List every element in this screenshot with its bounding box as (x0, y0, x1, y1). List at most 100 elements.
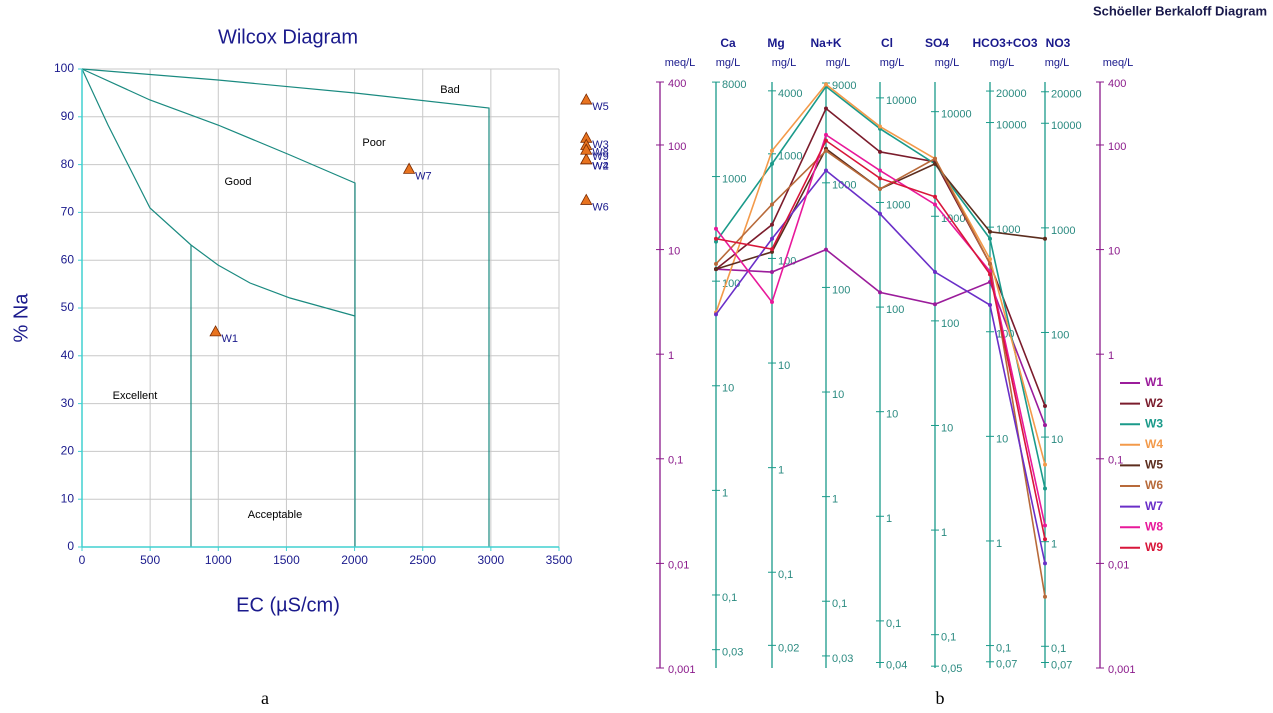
marker (824, 138, 828, 143)
y-tick-label: 10 (778, 360, 790, 372)
marker (988, 257, 992, 262)
chart-title: Wilcox Diagram (218, 26, 358, 48)
marker (933, 202, 937, 207)
y-tick-label: 1000 (722, 173, 746, 185)
y-tick-label: 0,1 (668, 455, 683, 467)
y-tick-label: 10000 (1051, 120, 1082, 132)
y-tick-label: 80 (61, 157, 75, 171)
marker (824, 132, 828, 137)
marker (714, 267, 718, 272)
point-label: W8 (592, 146, 609, 158)
caption: a (261, 688, 269, 708)
y-tick-label: 0,1 (886, 618, 901, 630)
x-tick-label: 3000 (478, 553, 505, 567)
legend-label: W2 (1145, 396, 1163, 410)
category-label: Na+K (810, 36, 841, 50)
y-tick-label: 0,1 (941, 632, 956, 644)
point (209, 325, 222, 337)
category-label: HCO3+CO3 (972, 36, 1037, 50)
x-tick-label: 500 (140, 553, 160, 567)
y-tick-label: 1 (996, 538, 1002, 550)
y-tick-label: 10 (1051, 434, 1063, 446)
marker (770, 202, 774, 207)
marker (770, 222, 774, 227)
marker (714, 226, 718, 231)
point-label: W1 (222, 333, 239, 345)
point-label: W4 (592, 161, 609, 173)
y-tick-label: 0,1 (722, 592, 737, 604)
category-label: NO3 (1046, 36, 1071, 50)
y-tick-label: 10 (722, 383, 734, 395)
marker (878, 290, 882, 295)
marker (714, 239, 718, 244)
region-label: Good (225, 176, 252, 188)
y-tick-label: 0,1 (832, 598, 847, 610)
region-label: Excellent (113, 390, 158, 402)
axis-unit: mg/L (826, 57, 850, 69)
y-tick-label: 10000 (941, 109, 972, 121)
point-label: W3 (592, 139, 609, 151)
marker (988, 236, 992, 241)
marker (1043, 236, 1047, 241)
axis-unit: mg/L (716, 57, 740, 69)
marker (1043, 523, 1047, 528)
y-tick-label: 0,1 (778, 569, 793, 581)
y-tick-label: 1 (778, 465, 784, 477)
y-tick-label: 90 (61, 109, 75, 123)
y-tick-label: 10 (886, 409, 898, 421)
y-tick-label: 0,01 (1108, 559, 1129, 571)
marker (770, 148, 774, 153)
y-tick-label: 0 (67, 539, 74, 553)
chart-title: Schöeller Berkaloff Diagram (1093, 3, 1267, 18)
y-tick-label: 20000 (996, 88, 1027, 100)
y-tick-label: 20 (61, 444, 75, 458)
y-tick-label: 8000 (722, 79, 746, 91)
y-tick-label: 4000 (778, 88, 802, 100)
y-tick-label: 0,1 (1051, 643, 1066, 655)
legend-label: W6 (1145, 478, 1163, 492)
x-axis-label: EC (µS/cm) (236, 594, 340, 616)
axis-unit: mg/L (772, 57, 796, 69)
legend-label: W7 (1145, 499, 1163, 513)
legend-label: W1 (1145, 375, 1163, 389)
x-tick-label: 3500 (546, 553, 573, 567)
point (580, 152, 593, 165)
y-tick-label: 0,07 (1051, 659, 1072, 671)
y-tick-label: 9000 (832, 80, 856, 92)
y-tick-label: 0,001 (1108, 664, 1136, 676)
y-tick-label: 20000 (1051, 89, 1082, 101)
y-tick-label: 400 (668, 78, 686, 90)
y-tick-label: 10 (1108, 245, 1120, 257)
y-tick-label: 100 (941, 318, 959, 330)
y-tick-label: 10 (61, 491, 75, 505)
y-tick-label: 1000 (941, 213, 965, 225)
point-label: W9 (592, 151, 609, 163)
x-tick-label: 0 (79, 553, 86, 567)
y-tick-label: 1 (832, 494, 838, 506)
y-tick-label: 10 (941, 422, 953, 434)
y-tick-label: 1000 (778, 151, 802, 163)
legend-label: W5 (1145, 458, 1163, 472)
point (580, 143, 593, 155)
marker (933, 270, 937, 275)
marker (878, 124, 882, 129)
marker (1043, 594, 1047, 599)
marker (770, 247, 774, 252)
point-label: W5 (592, 101, 609, 113)
boundary (81, 68, 356, 547)
y-tick-label: 0,001 (668, 664, 696, 676)
y-axis-label: meq/L (1103, 57, 1134, 69)
marker (770, 236, 774, 241)
y-tick-label: 400 (1108, 78, 1126, 90)
y-axis-label: % Na (10, 293, 32, 343)
marker (824, 247, 828, 252)
legend-label: W8 (1145, 519, 1163, 533)
marker (714, 236, 718, 241)
y-tick-label: 100 (1108, 141, 1126, 153)
y-tick-label: 100 (886, 304, 904, 316)
region-label: Poor (362, 137, 386, 149)
y-axis-label: meq/L (665, 57, 696, 69)
marker (824, 82, 828, 87)
y-tick-label: 1 (941, 527, 947, 539)
marker (824, 148, 828, 153)
